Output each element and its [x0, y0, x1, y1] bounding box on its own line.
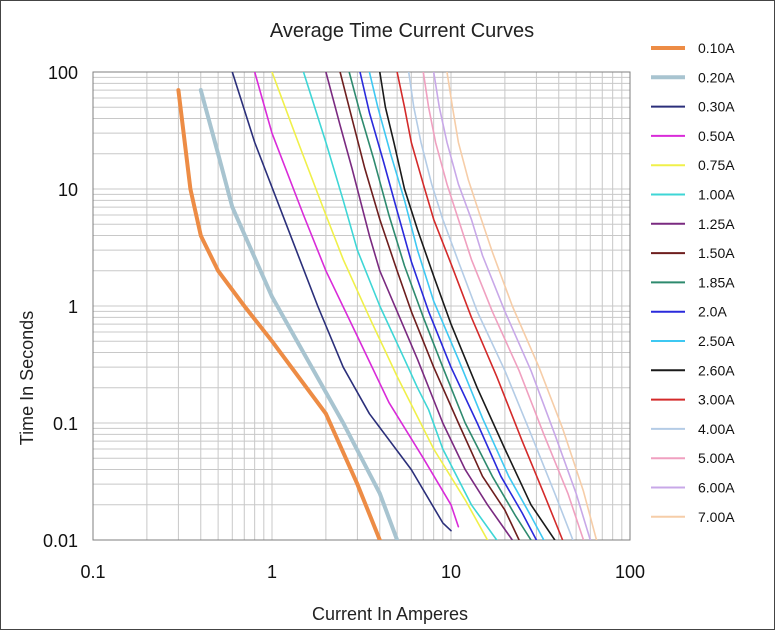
y-tick-label: 0.1 [53, 414, 78, 434]
legend-label: 2.60A [698, 362, 735, 378]
y-axis-label: Time In Seconds [17, 311, 37, 445]
chart-title: Average Time Current Curves [270, 20, 534, 42]
series-line-1-85A [348, 72, 532, 540]
legend-label: 4.00A [698, 421, 735, 437]
series-line-1-25A [325, 72, 514, 540]
series-line-2-60A [379, 72, 556, 540]
legend-label: 2.50A [698, 333, 735, 349]
x-axis-label: Current In Amperes [312, 604, 468, 624]
series-line-6-00A [432, 72, 592, 540]
legend-label: 1.00A [698, 187, 735, 203]
legend: 0.10A 0.20A 0.30A 0.50A 0.75A 1.00A 1.25A 1.50A… [651, 40, 735, 525]
series-line-0-20A [198, 88, 400, 540]
y-tick-labels: 0.01 0.1 1 10 100 [43, 63, 78, 551]
series-line-1-50A [339, 72, 520, 540]
legend-label: 0.30A [698, 99, 735, 115]
legend-label: 1.25A [698, 216, 735, 232]
series-line-1-00A [302, 72, 498, 540]
plot-area-border [92, 71, 631, 541]
x-tick-label: 1 [267, 562, 277, 582]
legend-label: 5.00A [698, 450, 735, 466]
x-tick-labels: 0.1 1 10 100 [80, 562, 645, 582]
series-line-0-75A [271, 72, 489, 540]
series-line-2-0A [359, 72, 538, 540]
series-line-0-10A [176, 88, 382, 540]
series-line-0-30A [231, 72, 452, 532]
legend-label: 7.00A [698, 509, 735, 525]
legend-label: 0.50A [698, 128, 735, 144]
legend-label: 0.10A [698, 40, 735, 56]
series-line-0-50A [253, 72, 460, 528]
legend-label: 0.20A [698, 69, 735, 85]
y-tick-label: 1 [68, 297, 78, 317]
legend-label: 6.00A [698, 480, 735, 496]
legend-label: 1.85A [698, 274, 735, 290]
series-line-5-00A [422, 72, 585, 540]
y-tick-label: 0.01 [43, 531, 78, 551]
legend-label: 3.00A [698, 392, 735, 408]
series-line-2-50A [368, 72, 545, 540]
x-tick-label: 0.1 [80, 562, 105, 582]
x-tick-label: 10 [441, 562, 461, 582]
series-line-3-00A [396, 72, 564, 540]
plot-grid [92, 71, 631, 541]
y-tick-label: 100 [48, 63, 78, 83]
legend-label: 0.75A [698, 157, 735, 173]
y-tick-label: 10 [58, 180, 78, 200]
series-lines [176, 72, 598, 540]
legend-label: 1.50A [698, 245, 735, 261]
legend-label: 2.0A [698, 304, 727, 320]
series-line-7-00A [446, 72, 598, 540]
x-tick-label: 100 [615, 562, 645, 582]
series-line-4-00A [407, 72, 574, 540]
